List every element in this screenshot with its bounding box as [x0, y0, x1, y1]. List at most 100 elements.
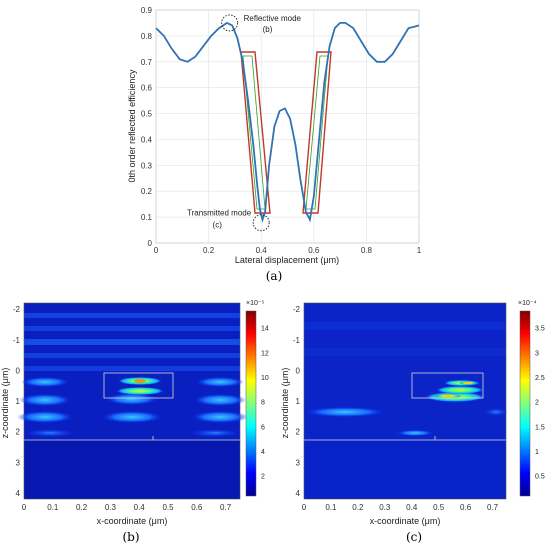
x-tick-label: 0.4 — [406, 503, 418, 512]
structure-outline — [103, 372, 174, 399]
x-tick-label: 0.8 — [361, 246, 373, 255]
heatmap-panel-c: 0 0.1 0.2 0.3 0.4 0.5 0.6 0.7 -2 -1 0 1 2 3 4 x-coord… — [280, 300, 545, 544]
colorbar — [245, 310, 257, 497]
x-tick-labels: 0 0.1 0.2 0.3 0.4 0.5 0.6 0.7 — [22, 503, 232, 512]
colorbar-tick-label: 1 — [535, 449, 539, 456]
y-tick-label: 0 — [296, 366, 301, 375]
x-axis-label: x-coordinate (μm) — [370, 516, 441, 526]
colorbar-scale: ×10⁻⁵ — [246, 300, 265, 307]
substrate-region — [304, 440, 506, 499]
y-tick-label: 0.4 — [141, 135, 153, 144]
y-tick-label: 2 — [296, 428, 301, 437]
y-tick-label: 4 — [296, 489, 301, 498]
reflective-mode-marker — [221, 14, 239, 32]
x-tick-label: 0 — [302, 503, 307, 512]
x-tick-label: 0.4 — [256, 246, 268, 255]
y-tick-label: 1 — [296, 397, 301, 406]
axis-ticks: 0 0.2 0.4 0.6 0.8 1 0 0.1 0.2 0.3 0.4 0.5 0.6 0.7 0.8 0… — [141, 6, 422, 255]
y-tick-label: 0.5 — [141, 110, 153, 119]
y-tick-label: -1 — [13, 336, 21, 345]
y-axis-label: z-coordinate (μm) — [0, 368, 10, 439]
x-tick-label: 0.7 — [487, 503, 499, 512]
reflective-mode-label: Reflective mode — [244, 14, 302, 23]
colorbar-tick-label: 10 — [261, 375, 269, 382]
x-tick-label: 0.2 — [203, 246, 215, 255]
standing-wave-bands — [24, 313, 240, 371]
x-tick-label: 0.4 — [134, 503, 146, 512]
x-tick-label: 0.5 — [162, 503, 174, 512]
reflective-mode-ref: (b) — [263, 25, 273, 34]
x-axis-label: Lateral displacement (μm) — [235, 255, 339, 265]
caption-c: (c) — [406, 530, 422, 544]
highlight-parallelogram-right — [302, 51, 332, 214]
x-tick-label: 0.1 — [47, 503, 59, 512]
y-tick-labels: -2 -1 0 1 2 3 4 — [13, 305, 21, 498]
colorbar-tick-label: 2.5 — [535, 375, 545, 382]
x-axis-label: x-coordinate (μm) — [97, 516, 168, 526]
y-tick-label: 0 — [16, 366, 21, 375]
y-tick-label: 0.8 — [141, 32, 153, 41]
colorbar-tick-label: 4 — [261, 449, 265, 456]
x-tick-label: 0.2 — [352, 503, 364, 512]
x-tick-label: 0.5 — [433, 503, 445, 512]
colorbar-tick-label: 14 — [261, 326, 269, 333]
y-tick-label: 0 — [148, 239, 153, 248]
transmitted-mode-label: Transmitted mode — [187, 209, 252, 218]
y-axis-label: 0th order reflected efficiency — [127, 69, 137, 182]
highlight-parallelogram-left — [240, 51, 271, 214]
colorbar-tick-label: 3 — [535, 350, 539, 357]
colorbar-tick-label: 2 — [535, 400, 539, 407]
colorbar-ticks: 2 4 6 8 10 12 14 — [261, 326, 269, 481]
x-tick-label: 0.6 — [460, 503, 472, 512]
colorbar-tick-label: 2 — [261, 474, 265, 481]
x-tick-label: 0 — [22, 503, 27, 512]
x-tick-labels: 0 0.1 0.2 0.3 0.4 0.5 0.6 0.7 — [302, 503, 499, 512]
colorbar-ticks: 0.5 1 1.5 2 2.5 3 3.5 — [535, 326, 545, 481]
colorbar-tick-label: 0.5 — [535, 474, 545, 481]
field-map — [304, 303, 508, 499]
x-tick-label: 0.3 — [379, 503, 391, 512]
y-tick-label: 0.1 — [141, 213, 153, 222]
colorbar-tick-label: 12 — [261, 350, 269, 357]
y-tick-label: -1 — [293, 336, 301, 345]
y-tick-label: 4 — [16, 489, 21, 498]
grid — [155, 9, 420, 244]
line-chart-panel: 0 0.2 0.4 0.6 0.8 1 0 0.1 0.2 0.3 0.4 0.5 0.6 0.7 0.8 0… — [127, 6, 422, 283]
y-tick-label: 3 — [16, 458, 21, 467]
field-map — [17, 303, 248, 499]
colorbar-tick-label: 8 — [261, 400, 265, 407]
transmitted-mode-marker — [252, 214, 270, 232]
y-tick-label: -2 — [293, 305, 301, 314]
x-tick-label: 0.2 — [76, 503, 88, 512]
plot-area — [155, 9, 420, 244]
x-tick-label: 0.6 — [191, 503, 203, 512]
y-tick-label: 0.9 — [141, 6, 153, 15]
colorbar-tick-label: 1.5 — [535, 424, 545, 431]
substrate-region — [24, 440, 240, 499]
y-tick-label: 0.6 — [141, 84, 153, 93]
structure-outline — [411, 372, 484, 399]
x-tick-label: 1 — [417, 246, 422, 255]
y-tick-labels: -2 -1 0 1 2 3 4 — [293, 305, 301, 498]
y-tick-label: 0.3 — [141, 161, 153, 170]
caption-b: (b) — [122, 530, 139, 544]
colorbar-scale: ×10⁻⁴ — [518, 300, 537, 307]
caption-a: (a) — [266, 269, 283, 283]
y-tick-label: 3 — [296, 458, 301, 467]
colorbar-tick-label: 6 — [261, 424, 265, 431]
annotations: Reflective mode (b) Transmitted mode (c) — [187, 14, 302, 232]
y-tick-label: 0.7 — [141, 58, 153, 67]
x-tick-label: 0.3 — [105, 503, 117, 512]
colorbar — [519, 310, 531, 497]
x-tick-label: 0 — [154, 246, 159, 255]
y-tick-label: 0.2 — [141, 187, 153, 196]
x-tick-label: 0.6 — [308, 246, 320, 255]
colorbar-tick-label: 3.5 — [535, 326, 545, 333]
y-tick-label: 1 — [16, 397, 21, 406]
y-axis-label: z-coordinate (μm) — [280, 368, 290, 439]
y-tick-label: -2 — [13, 305, 21, 314]
transmitted-mode-ref: (c) — [213, 221, 223, 230]
y-tick-label: 2 — [16, 428, 21, 437]
